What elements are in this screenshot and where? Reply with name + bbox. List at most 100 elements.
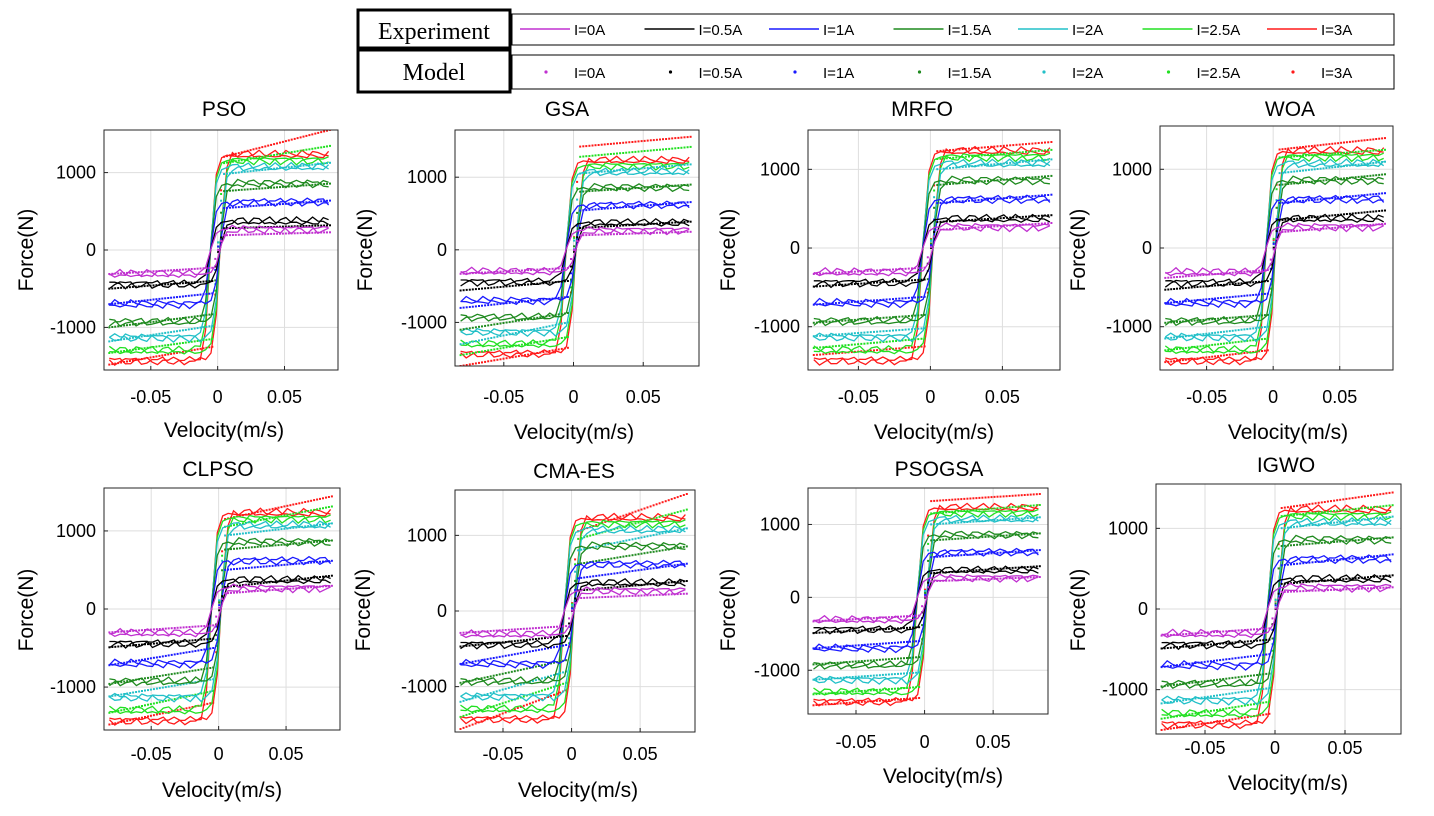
- model-point: [966, 569, 969, 572]
- model-point: [951, 522, 954, 524]
- model-point: [1296, 146, 1299, 149]
- model-point: [108, 326, 111, 329]
- model-point: [1305, 561, 1308, 564]
- x-tick-label-1: 0: [214, 744, 224, 764]
- model-point: [1205, 344, 1208, 347]
- model-point: [1326, 522, 1329, 525]
- y-tick-label-1: 0: [437, 601, 447, 621]
- model-point: [822, 272, 825, 275]
- model-point: [1277, 592, 1280, 595]
- model-point: [1304, 154, 1307, 157]
- model-point: [326, 224, 328, 227]
- model-point: [579, 145, 582, 148]
- model-point: [511, 301, 514, 304]
- model-point: [942, 571, 945, 574]
- model-point: [1038, 493, 1041, 495]
- model-point: [255, 156, 258, 159]
- model-point: [1249, 270, 1252, 273]
- model-point: [968, 199, 970, 202]
- model-point: [1181, 275, 1184, 278]
- axes-box: [807, 129, 1061, 371]
- model-point: [1231, 718, 1234, 721]
- model-point: [1002, 577, 1005, 580]
- model-point: [909, 686, 911, 689]
- model-point: [1345, 213, 1348, 215]
- model-point: [527, 353, 530, 356]
- model-point: [1246, 690, 1249, 693]
- model-point: [185, 682, 188, 685]
- model-point: [202, 347, 205, 350]
- model-point: [1231, 283, 1234, 285]
- model-point: [1163, 717, 1166, 720]
- model-point: [1354, 194, 1357, 197]
- model-point: [176, 342, 178, 345]
- model-point: [872, 617, 875, 620]
- model-point: [249, 149, 252, 152]
- model-point: [501, 702, 504, 705]
- model-point: [264, 204, 267, 207]
- model-point: [640, 508, 643, 511]
- model-point: [955, 227, 958, 230]
- model-point: [1354, 212, 1357, 215]
- model-point: [1286, 563, 1289, 566]
- model-point: [170, 343, 173, 346]
- model-point: [579, 227, 582, 229]
- model-point: [185, 651, 188, 654]
- model-point: [1287, 201, 1290, 204]
- model-point: [640, 150, 643, 153]
- model-point: [1302, 513, 1305, 515]
- model-point: [939, 157, 942, 160]
- model-points-i0a: [459, 230, 692, 275]
- model-point: [952, 166, 955, 169]
- model-point: [233, 533, 235, 536]
- model-point: [144, 643, 146, 646]
- model-point: [920, 278, 923, 281]
- model-point: [243, 170, 246, 173]
- model-point: [963, 570, 966, 573]
- model-point: [483, 643, 486, 646]
- y-tick-label-0: -1000: [754, 660, 800, 680]
- model-point: [628, 512, 631, 515]
- model-point: [565, 659, 568, 662]
- model-point: [824, 677, 827, 680]
- model-point: [117, 272, 120, 275]
- model-point: [164, 654, 167, 657]
- model-point: [637, 553, 640, 556]
- model-point: [911, 338, 913, 341]
- model-point: [243, 226, 246, 229]
- experiment-line-i15a-b: [108, 178, 329, 327]
- model-point: [327, 560, 330, 563]
- x-axis-label: Velocity(m/s): [874, 421, 994, 444]
- model-point: [933, 523, 936, 526]
- model-point: [1023, 505, 1026, 508]
- model-point: [250, 590, 253, 593]
- model-point: [262, 545, 265, 548]
- model-point: [1345, 520, 1348, 523]
- model-point: [173, 698, 176, 701]
- model-point: [1026, 549, 1029, 552]
- model-point: [289, 543, 292, 546]
- model-point: [1015, 151, 1018, 154]
- model-point: [1311, 561, 1314, 564]
- model-point: [1307, 228, 1310, 231]
- model-point: [854, 690, 857, 693]
- model-point: [542, 326, 545, 329]
- model-point: [609, 188, 612, 191]
- model-point: [975, 578, 978, 581]
- model-point: [1011, 534, 1014, 537]
- model-point: [1330, 588, 1332, 591]
- model-point: [1173, 336, 1176, 339]
- model-point: [876, 341, 879, 344]
- model-point: [1234, 657, 1237, 660]
- experiment-line-i1a-b: [1165, 194, 1384, 309]
- model-point: [516, 707, 519, 709]
- model-point: [955, 148, 958, 151]
- model-point: [915, 626, 918, 629]
- model-point: [1012, 151, 1015, 154]
- model-point: [1252, 270, 1255, 273]
- model-point: [1299, 217, 1302, 220]
- model-point: [634, 584, 637, 587]
- model-point: [190, 349, 193, 352]
- model-point: [616, 541, 619, 544]
- model-point: [184, 268, 187, 271]
